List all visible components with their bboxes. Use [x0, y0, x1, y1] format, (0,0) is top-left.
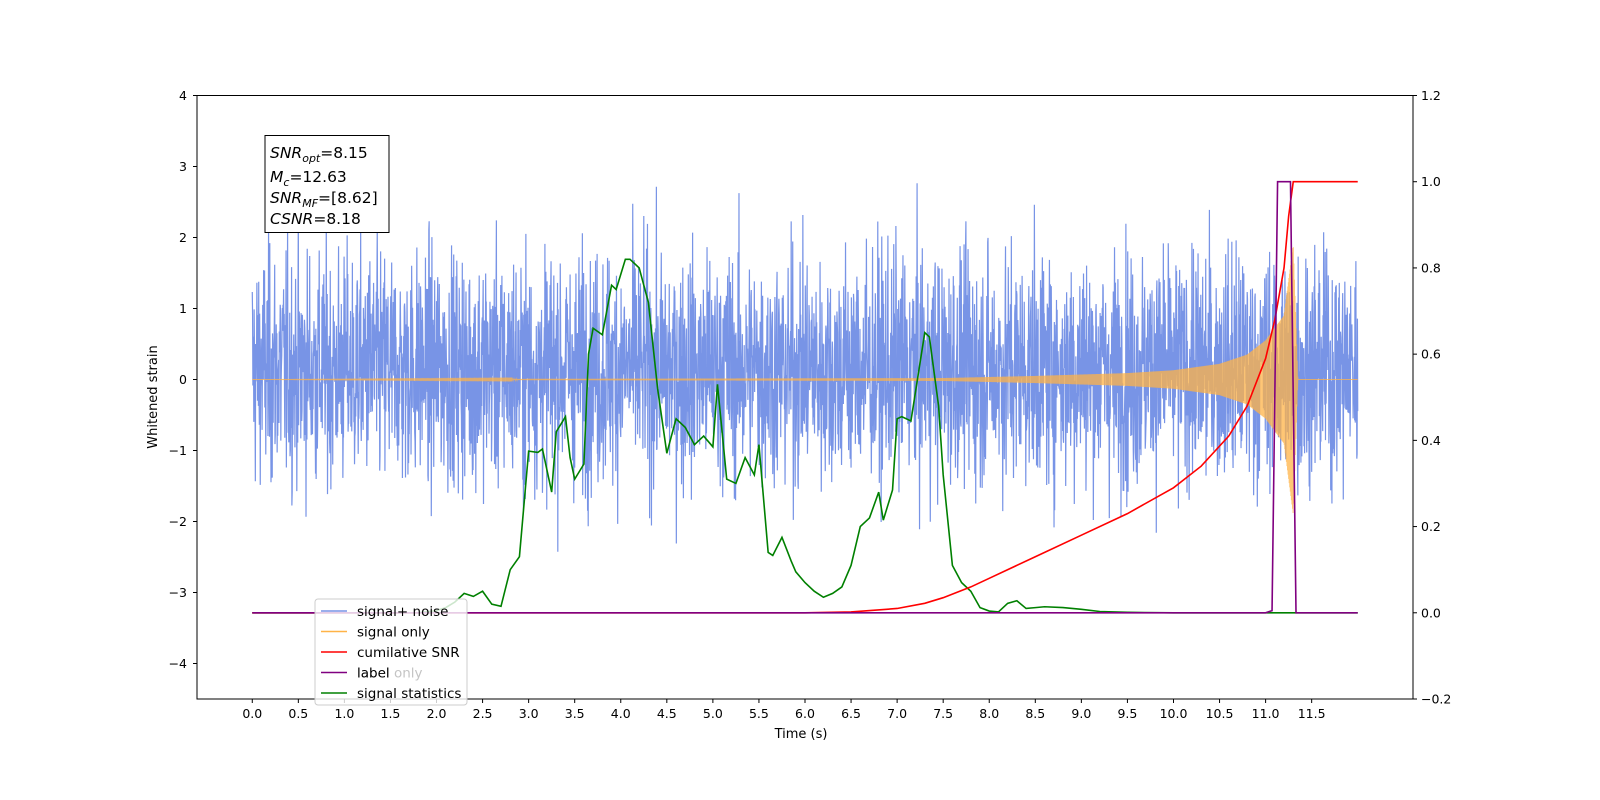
x-tick-label: 3.0 [519, 706, 539, 721]
x-tick-label: 0.0 [242, 706, 262, 721]
y-tick-label-left: 0 [179, 372, 187, 387]
legend-frame [314, 598, 468, 706]
x-axis-label: Time (s) [774, 727, 828, 742]
x-tick-label: 4.5 [657, 706, 677, 721]
x-tick-label: 10.0 [1160, 706, 1188, 721]
y-tick-label-left: 2 [179, 230, 187, 245]
y-tick-label-left: −3 [169, 585, 187, 600]
x-tick-label: 2.0 [427, 706, 447, 721]
x-tick-label: 7.0 [887, 706, 907, 721]
y-tick-label-right: 0.2 [1421, 519, 1441, 534]
y-tick-label-left: 3 [179, 159, 187, 174]
x-tick-label: 3.5 [565, 706, 585, 721]
y-tick-label-right: 0.8 [1421, 260, 1441, 275]
x-tick-label: 4.0 [611, 706, 631, 721]
x-tick-label: 2.5 [473, 706, 493, 721]
series-label [252, 180, 1358, 614]
legend-label-signal-only: signal only [357, 625, 430, 641]
left-y-axis-ticks: −4 −3 −2 −1 0 1 2 3 4 [169, 88, 197, 671]
annotation-chirp-mass: Mc=12.63 [270, 168, 347, 189]
y-tick-label-right: −0.2 [1421, 692, 1451, 707]
legend-label-label-only: label only [357, 666, 423, 682]
y-tick-label-left: −2 [169, 514, 187, 529]
series-cumulative-snr [252, 180, 1358, 614]
x-tick-label: 11.5 [1298, 706, 1326, 721]
y-tick-label-left: 1 [179, 301, 187, 316]
x-tick-label: 10.5 [1206, 706, 1234, 721]
legend-label-signal-statistics: signal statistics [357, 686, 461, 702]
x-tick-label: 8.0 [979, 706, 999, 721]
x-tick-label: 5.5 [749, 706, 769, 721]
right-y-axis-ticks: −0.2 0.0 0.2 0.4 0.6 0.8 1.0 1.2 [1413, 88, 1451, 707]
y-tick-label-left: −4 [169, 656, 187, 671]
x-tick-label: 8.5 [1025, 706, 1045, 721]
legend: signal+ noise signal only cumilative SNR… [314, 598, 468, 706]
annotation-box: SNRopt=8.15 Mc=12.63 SNRMF=[8.62] CSNR=8… [264, 135, 390, 233]
y-tick-label-left: 4 [179, 88, 187, 103]
x-axis-ticks: 0.0 0.5 1.0 1.5 2.0 2.5 3.0 3.5 4.0 4.5 5.0 5.5 6.0 6… [242, 699, 1326, 721]
annotation-csnr: CSNR=8.18 [270, 210, 361, 228]
y-tick-label-right: 0.4 [1421, 433, 1441, 448]
y-axis-label-left: Whitened strain [146, 345, 161, 448]
series-signal-only [252, 247, 1358, 513]
annotation-snr-opt: SNRopt=8.15 [270, 144, 368, 165]
x-tick-label: 1.0 [334, 706, 354, 721]
x-tick-label: 5.0 [703, 706, 723, 721]
x-tick-label: 6.5 [841, 706, 861, 721]
x-tick-label: 9.5 [1117, 706, 1137, 721]
annotation-frame [264, 135, 390, 233]
series-signal-noise [251, 183, 1359, 552]
legend-label-label: label [357, 666, 390, 682]
x-tick-label: 1.5 [381, 706, 401, 721]
x-tick-label: 9.0 [1071, 706, 1091, 721]
x-tick-label: 11.0 [1252, 706, 1280, 721]
series-layer [251, 180, 1359, 614]
y-tick-label-right: 1.2 [1421, 88, 1441, 103]
x-tick-label: 0.5 [288, 706, 308, 721]
y-tick-label-right: 0.0 [1421, 605, 1441, 620]
legend-label-cumulative-snr: cumilative SNR [357, 645, 460, 661]
series-signal-statistics [252, 258, 1358, 614]
x-tick-label: 7.5 [933, 706, 953, 721]
legend-label-signal-noise: signal+ noise [357, 604, 448, 620]
annotation-snr-mf: SNRMF=[8.62] [270, 189, 378, 210]
y-tick-label-right: 1.0 [1421, 174, 1441, 189]
y-tick-label-left: −1 [169, 443, 187, 458]
x-tick-label: 6.0 [795, 706, 815, 721]
y-tick-label-right: 0.6 [1421, 347, 1441, 362]
